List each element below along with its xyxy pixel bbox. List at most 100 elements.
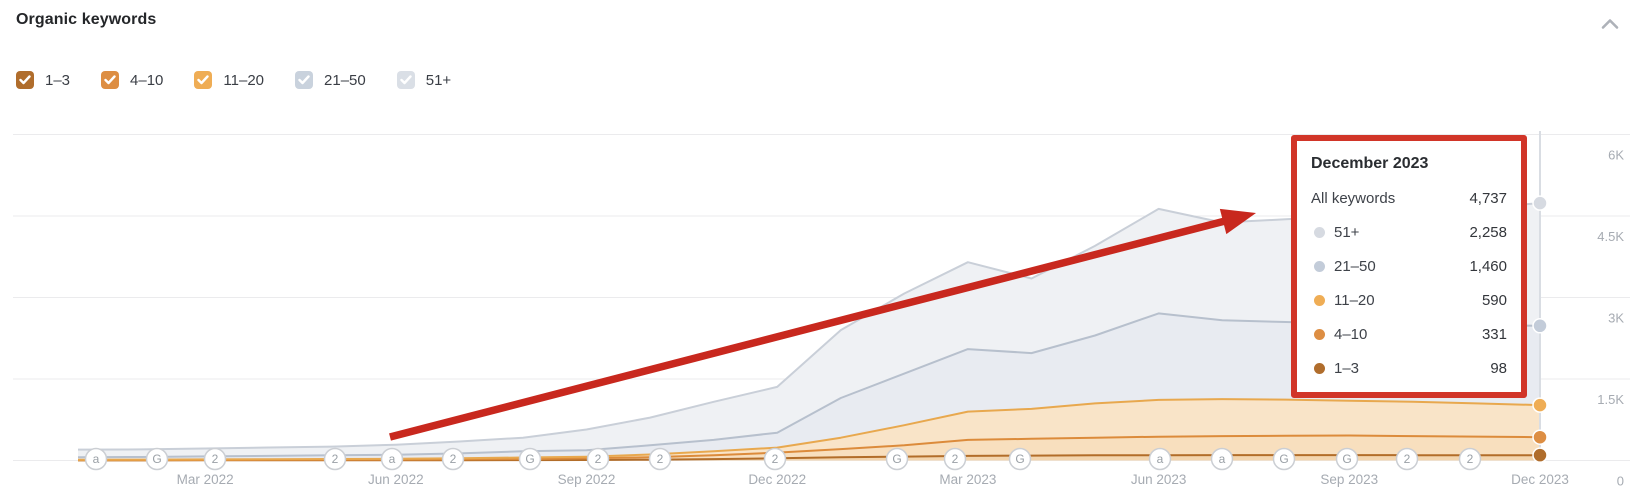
tooltip-row-label: 21–50	[1334, 257, 1376, 275]
chevron-up-icon	[1601, 19, 1619, 29]
area-band-21-50	[78, 313, 1540, 460]
area-band-4-10	[78, 435, 1540, 461]
datapoint-dot-1-3	[1532, 447, 1548, 463]
annotation-arrow-head	[1219, 208, 1256, 235]
area-band-51+	[78, 203, 1540, 458]
tooltip-row: 11–20 590	[1311, 283, 1507, 317]
x-axis-tick-label: Dec 2023	[1511, 472, 1569, 487]
x-axis-tick-label: Jun 2022	[368, 472, 424, 487]
chart-tooltip: December 2023 All keywords 4,737 51+ 2,258 2…	[1291, 135, 1527, 398]
update-marker-G[interactable]	[1272, 447, 1296, 471]
tooltip-row-value: 2,258	[1469, 223, 1507, 241]
x-axis-tick-label: Sep 2023	[1320, 472, 1378, 487]
update-marker-2[interactable]	[586, 447, 610, 471]
update-marker-glyph: G	[1015, 452, 1024, 466]
checkbox-checked-icon[interactable]	[16, 71, 34, 89]
update-marker-glyph: 2	[1467, 452, 1474, 466]
update-marker-G[interactable]	[885, 447, 909, 471]
update-marker-a[interactable]	[84, 447, 108, 471]
update-marker-a[interactable]	[1148, 447, 1172, 471]
update-marker-2[interactable]	[943, 447, 967, 471]
update-marker-glyph: G	[892, 452, 901, 466]
update-marker-glyph: a	[93, 452, 100, 466]
update-marker-G[interactable]	[145, 447, 169, 471]
checkbox-checked-icon[interactable]	[101, 71, 120, 89]
tooltip-row: All keywords 4,737	[1311, 181, 1507, 215]
update-marker-2[interactable]	[323, 447, 347, 471]
series-dot-icon	[1314, 226, 1325, 238]
tooltip-row-label: 51+	[1334, 223, 1360, 241]
y-axis-tick-label: 1.5K	[1597, 392, 1624, 407]
filter-item-51+[interactable]: 51+	[396, 71, 452, 89]
update-marker-a[interactable]	[1210, 447, 1234, 471]
filter-item-11-20[interactable]: 11–20	[194, 71, 264, 89]
series-dot-icon	[1314, 362, 1325, 374]
tooltip-row-value: 590	[1481, 291, 1507, 309]
tooltip-row-label: 11–20	[1334, 291, 1375, 309]
y-axis-tick-label: 6K	[1608, 148, 1624, 163]
datapoint-dot-51+	[1532, 195, 1548, 211]
datapoint-dot-21-50	[1532, 318, 1548, 334]
tooltip-row-label: 4–10	[1334, 325, 1368, 343]
filter-label: 4–10	[130, 71, 164, 89]
filter-item-4-10[interactable]: 4–10	[101, 71, 163, 89]
datapoint-dot-4-10	[1532, 429, 1548, 445]
update-marker-a[interactable]	[380, 447, 404, 471]
update-marker-glyph: G	[152, 452, 161, 466]
tooltip-title: December 2023	[1311, 155, 1429, 172]
filter-item-21-50[interactable]: 21–50	[295, 71, 366, 89]
update-marker-glyph: 2	[1404, 452, 1411, 466]
collapse-button[interactable]	[1598, 12, 1622, 36]
position-filter-bar: 1–3 4–10 11–20 21–50 51+	[16, 71, 482, 89]
checkbox-checked-icon[interactable]	[194, 71, 213, 89]
update-marker-G[interactable]	[1335, 447, 1359, 471]
filter-item-1-3[interactable]: 1–3	[16, 71, 70, 89]
y-axis-tick-label: 0	[1617, 474, 1624, 489]
update-marker-glyph: a	[1157, 452, 1164, 466]
page-title: Organic keywords	[16, 11, 157, 28]
tooltip-row-label: 1–3	[1334, 359, 1360, 377]
update-marker-2[interactable]	[441, 447, 465, 471]
update-marker-2[interactable]	[203, 447, 227, 471]
datapoint-dot-11-20	[1532, 397, 1548, 413]
tooltip-row: 1–3 98	[1311, 351, 1507, 385]
x-axis-tick-label: Mar 2022	[177, 472, 234, 487]
checkbox-checked-icon[interactable]	[396, 71, 415, 89]
filter-label: 1–3	[45, 71, 71, 89]
update-marker-2[interactable]	[1395, 447, 1419, 471]
x-axis-tick-label: Dec 2022	[748, 472, 806, 487]
update-marker-glyph: a	[389, 452, 396, 466]
tooltip-rows: All keywords 4,737 51+ 2,258 21–50 1,460 11–20…	[1311, 181, 1507, 385]
tooltip-row: 21–50 1,460	[1311, 249, 1507, 283]
series-dot-icon	[1314, 260, 1325, 272]
x-axis-tick-label: Mar 2023	[939, 472, 996, 487]
series-dot-icon	[1314, 294, 1325, 306]
area-band-11-20	[78, 399, 1540, 461]
x-axis-tick-label: Sep 2022	[558, 472, 616, 487]
update-marker-2[interactable]	[763, 447, 787, 471]
filter-label: 11–20	[223, 71, 265, 89]
filter-label: 51+	[425, 71, 452, 89]
tooltip-row-value: 331	[1481, 325, 1507, 343]
update-marker-glyph: 2	[332, 452, 339, 466]
update-marker-2[interactable]	[648, 447, 672, 471]
tooltip-row-label: All keywords	[1311, 189, 1396, 207]
series-dot-icon	[1314, 328, 1325, 340]
update-marker-glyph: 2	[450, 452, 457, 466]
x-axis-tick-label: Jun 2023	[1131, 472, 1187, 487]
update-marker-2[interactable]	[1458, 447, 1482, 471]
update-marker-glyph: a	[1219, 452, 1226, 466]
update-marker-glyph: G	[1279, 452, 1288, 466]
tooltip-row-value: 4,737	[1469, 189, 1507, 207]
update-marker-glyph: 2	[657, 452, 664, 466]
update-marker-G[interactable]	[518, 447, 542, 471]
update-marker-glyph: 2	[595, 452, 602, 466]
checkbox-checked-icon[interactable]	[295, 71, 314, 89]
tooltip-row: 51+ 2,258	[1311, 215, 1507, 249]
update-marker-G[interactable]	[1008, 447, 1032, 471]
update-marker-glyph: 2	[772, 452, 779, 466]
update-marker-glyph: 2	[952, 452, 959, 466]
tooltip-row-value: 98	[1490, 359, 1507, 377]
